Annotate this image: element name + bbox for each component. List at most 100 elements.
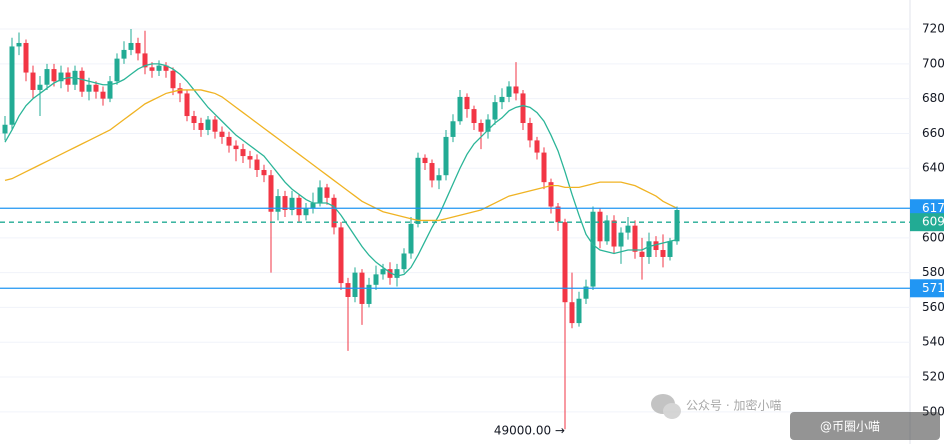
candle-body	[296, 197, 302, 216]
candle-body	[128, 42, 134, 50]
candle-body	[555, 206, 561, 223]
candle-body	[492, 102, 498, 120]
candle-body	[261, 169, 267, 176]
price-label-box	[910, 279, 944, 298]
watermark: 公众号 · 加密小喵	[651, 394, 781, 419]
candle-body	[548, 182, 554, 207]
candle-body	[254, 159, 260, 170]
candle-body	[513, 86, 519, 94]
candle-body	[387, 269, 393, 278]
candle-body	[268, 175, 274, 212]
candle-body	[618, 232, 624, 247]
y-tick-label: 58000.00	[922, 265, 944, 279]
watermark-badge-bg	[790, 412, 940, 440]
candle-body	[583, 286, 589, 299]
price-label: 57100.00	[922, 281, 944, 295]
candle-body	[107, 81, 113, 99]
candle-body	[394, 269, 400, 278]
candle-body	[289, 197, 295, 210]
candle-body	[275, 196, 281, 212]
watermark-badge: @币圈小喵	[820, 420, 880, 434]
y-tick-label: 68000.00	[922, 91, 944, 105]
y-tick-label: 60000.00	[922, 230, 944, 244]
candle-body	[93, 84, 99, 92]
candle-body	[415, 157, 421, 224]
watermark-text: 公众号 · 加密小喵	[686, 398, 781, 413]
candle-body	[9, 46, 15, 125]
price-label: 60900.00	[922, 215, 944, 229]
candle-body	[86, 84, 92, 92]
candle-body	[373, 274, 379, 285]
candle-body	[149, 67, 155, 71]
candle-body	[534, 140, 540, 153]
candle-body	[422, 157, 428, 164]
candle-body	[569, 302, 575, 324]
candle-body	[324, 187, 330, 198]
candle-body	[79, 70, 85, 92]
candle-body	[212, 119, 218, 132]
candle-body	[352, 272, 358, 297]
candle-body	[380, 269, 386, 275]
candle-body	[457, 96, 463, 122]
candle-body	[408, 223, 414, 254]
candle-body	[590, 211, 596, 287]
candle-body	[310, 203, 316, 209]
y-tick-label: 54000.00	[922, 335, 944, 349]
candle-body	[366, 284, 372, 304]
candle-body	[37, 84, 43, 90]
candle-body	[30, 72, 36, 90]
wechat-icon	[663, 403, 681, 419]
y-tick-label: 52000.00	[922, 370, 944, 384]
candle-body	[198, 123, 204, 130]
candle-body	[233, 145, 239, 150]
candle-body	[51, 69, 57, 82]
candle-body	[625, 225, 631, 233]
candle-body	[401, 253, 407, 270]
candle-body	[674, 209, 680, 242]
candle-body	[541, 152, 547, 183]
ma-line	[4, 89, 678, 222]
price-label-box	[910, 199, 944, 218]
candle-body	[44, 69, 50, 85]
candle-body	[121, 49, 127, 59]
candle-body	[58, 72, 64, 82]
low-annotation: 49000.00 →	[494, 424, 565, 438]
candle-body	[100, 91, 106, 99]
y-tick-label: 64000.00	[922, 161, 944, 175]
y-tick-label: 70000.00	[922, 56, 944, 70]
candle-body	[65, 72, 71, 85]
candle-body	[205, 119, 211, 130]
candle-body	[611, 220, 617, 247]
candle-body	[219, 131, 225, 137]
candle-body	[660, 250, 666, 257]
candle-body	[562, 222, 568, 303]
candle-body	[240, 149, 246, 157]
candle-body	[23, 42, 29, 73]
candle-body	[191, 116, 197, 124]
candle-body	[471, 109, 477, 124]
candle-body	[345, 283, 351, 297]
candle-body	[604, 220, 610, 242]
candle-body	[520, 93, 526, 124]
y-tick-label: 66000.00	[922, 126, 944, 140]
candle-body	[576, 298, 582, 324]
price-label: 61700.00	[922, 201, 944, 215]
ma-line	[4, 63, 678, 277]
candle-body	[646, 241, 652, 257]
candle-body	[667, 241, 673, 257]
candle-body	[338, 227, 344, 284]
candle-body	[429, 163, 435, 181]
candle-body	[247, 156, 253, 160]
candle-body	[450, 121, 456, 137]
candle-body	[632, 225, 638, 252]
candle-body	[597, 211, 603, 242]
candle-body	[527, 123, 533, 141]
candle-body	[142, 53, 148, 68]
candle-body	[653, 241, 659, 251]
candle-body	[184, 93, 190, 117]
candle-body	[639, 251, 645, 257]
candle-body	[2, 124, 8, 134]
candle-body	[156, 65, 162, 71]
candle-body	[478, 123, 484, 132]
